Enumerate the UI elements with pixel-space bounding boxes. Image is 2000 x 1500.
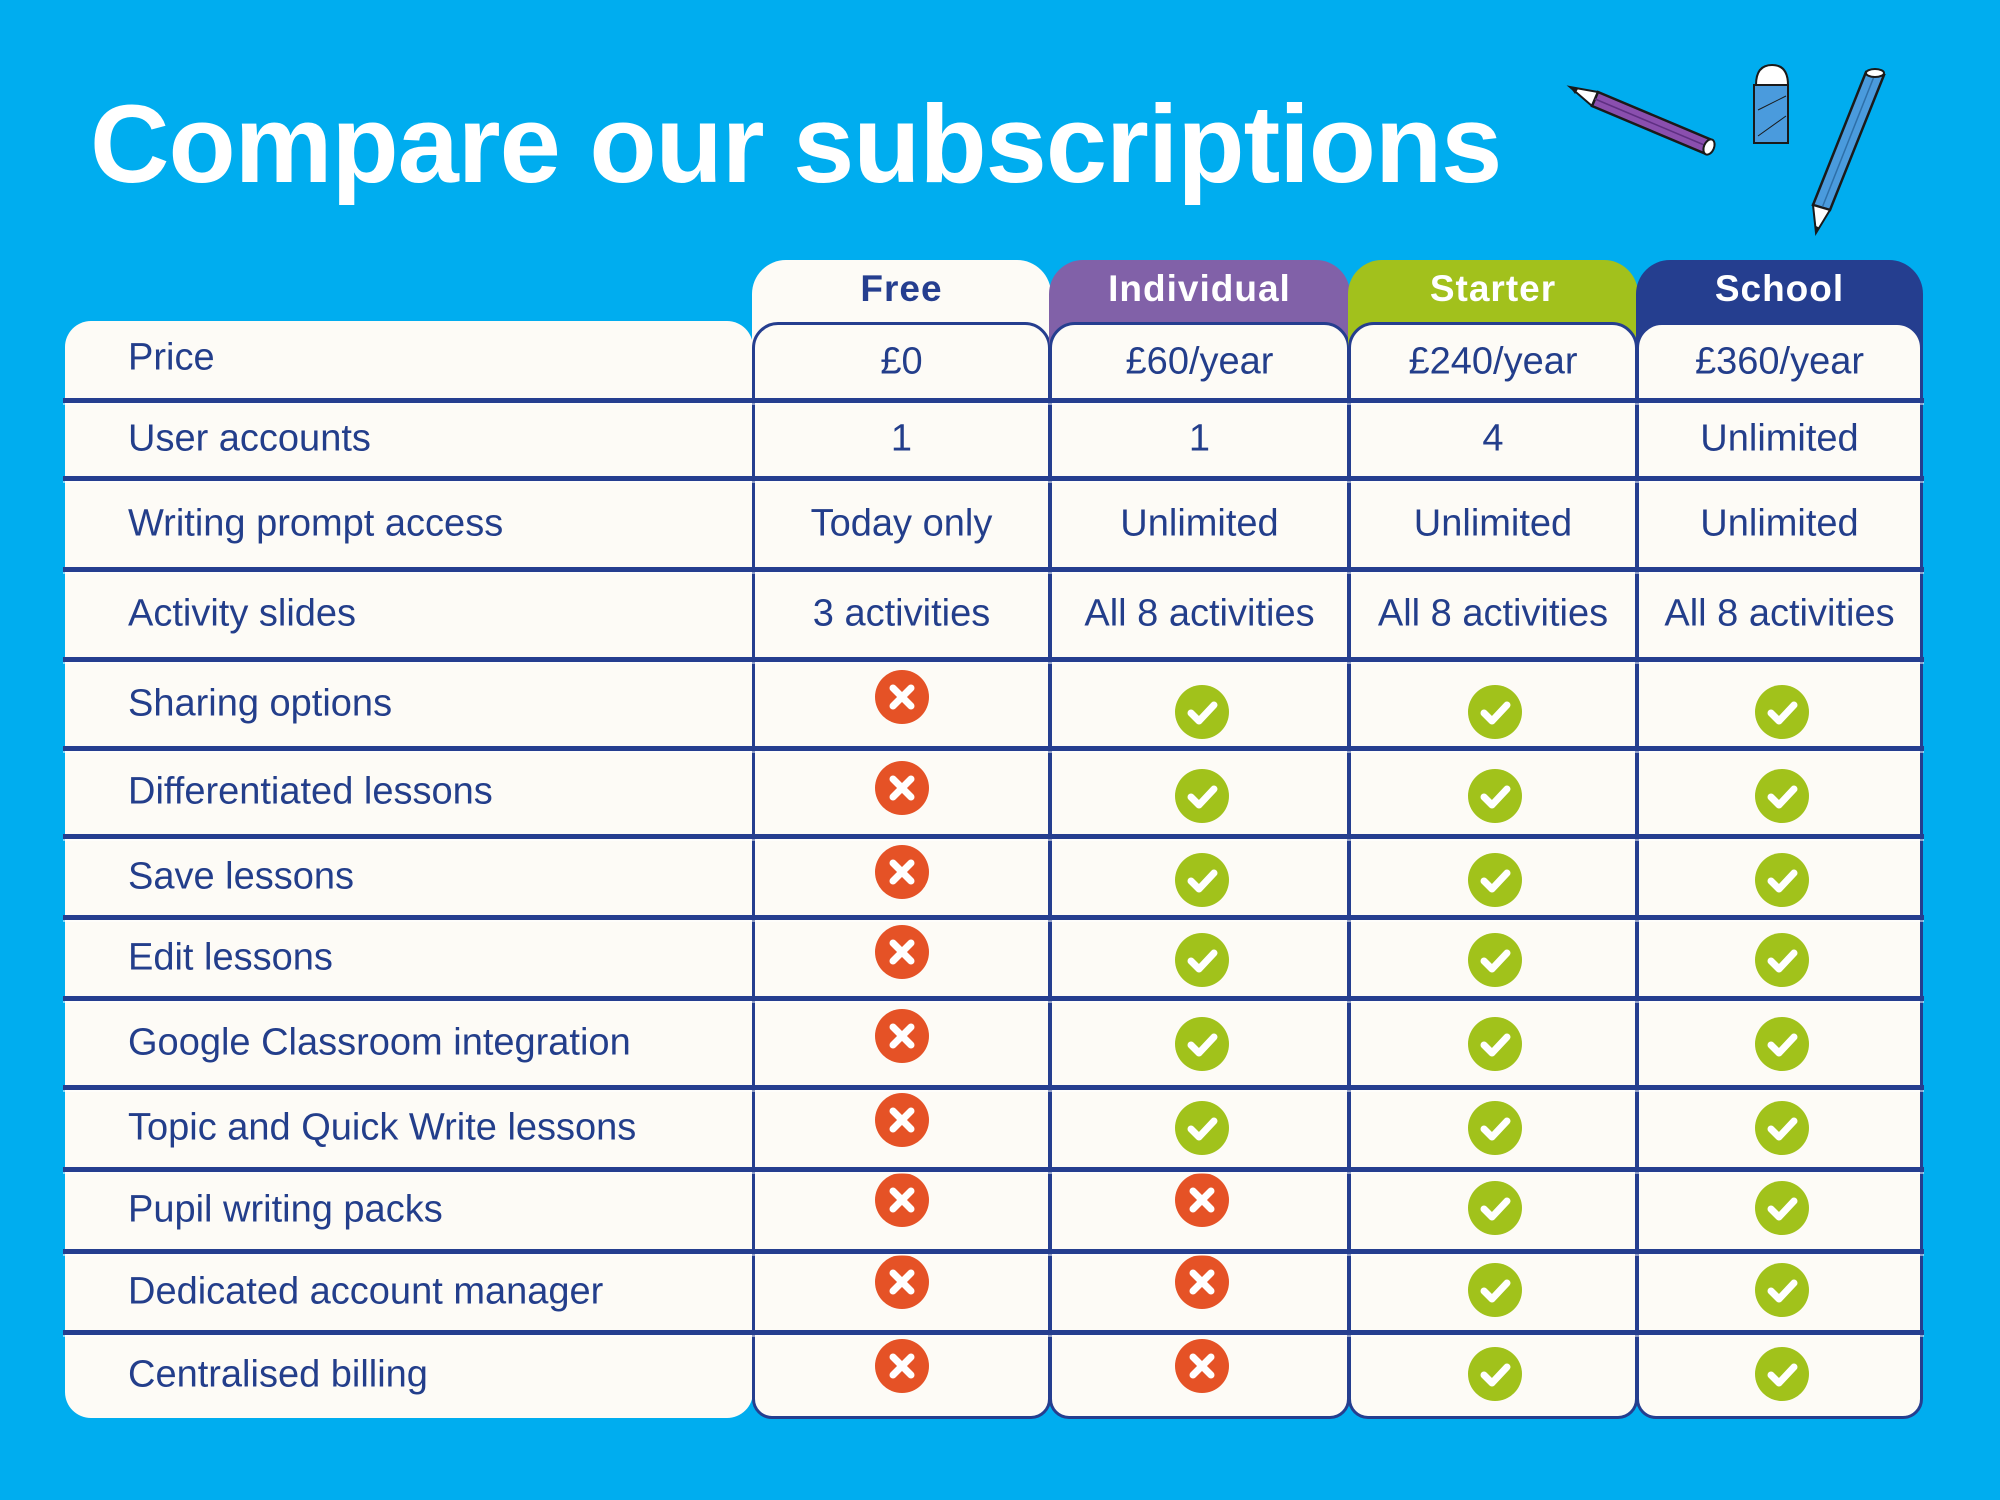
check-icon [1754, 933, 1809, 987]
check-icon [1468, 685, 1522, 739]
feature-label: Price [128, 336, 215, 379]
eraser-icon [1753, 63, 1790, 144]
plan-cell-value: Unlimited [1700, 502, 1859, 544]
plan-column-individual: Individual £60/year 1 Unlimited All 8 activi… [1049, 260, 1350, 1419]
check-icon [1468, 933, 1522, 987]
plan-cell-value: Unlimited [1700, 417, 1859, 460]
feature-label: Writing prompt access [128, 502, 504, 544]
check-icon [1174, 769, 1229, 823]
check-icon [1174, 853, 1229, 907]
row-divider [63, 746, 1924, 751]
plan-column-school: School £360/year Unlimited Unlimited All 8 a… [1636, 260, 1923, 1419]
cross-icon [874, 1173, 929, 1227]
check-icon [1754, 853, 1809, 907]
check-icon [1468, 1181, 1522, 1235]
check-icon [1174, 933, 1229, 987]
plan-cell-value: 1 [890, 417, 913, 460]
plan-name: School [1714, 268, 1845, 309]
feature-label: Pupil writing packs [128, 1188, 443, 1231]
check-icon [1468, 1347, 1522, 1401]
check-icon [1174, 685, 1229, 739]
feature-label: Topic and Quick Write lessons [128, 1106, 637, 1149]
plan-cell-value: All 8 activities [1084, 592, 1315, 635]
plan-cell-value: £240/year [1408, 340, 1578, 383]
purple-pencil-icon [1566, 85, 1716, 156]
plan-name: Individual [1108, 268, 1291, 309]
cross-icon [874, 670, 929, 724]
cross-icon [874, 1339, 929, 1393]
plan-cell-value: Today only [810, 502, 993, 544]
cross-icon [874, 1009, 929, 1063]
row-divider [63, 1249, 1924, 1254]
row-divider [63, 1167, 1924, 1172]
plan-cell-value: £360/year [1694, 340, 1864, 383]
check-icon [1174, 1101, 1229, 1155]
check-icon [1174, 1017, 1229, 1071]
cross-icon [874, 925, 929, 979]
check-icon [1754, 1347, 1809, 1401]
check-icon [1468, 1101, 1522, 1155]
row-divider [63, 915, 1924, 920]
feature-label: Activity slides [128, 592, 357, 635]
feature-labels-panel [65, 321, 753, 1418]
row-divider [63, 567, 1924, 572]
plan-column-free: Free £0 1 Today only 3 activities [752, 260, 1051, 1419]
check-icon [1754, 1101, 1809, 1155]
feature-label: Google Classroom integration [128, 1021, 631, 1063]
check-icon [1468, 1263, 1522, 1317]
page-title: Compare our subscriptions [90, 83, 1502, 206]
feature-label: User accounts [128, 417, 371, 460]
cross-icon [874, 845, 929, 899]
plan-name: Free [860, 268, 943, 309]
plan-cell-value: All 8 activities [1664, 592, 1895, 635]
plan-cell-value: Unlimited [1413, 502, 1573, 544]
cross-icon [1174, 1339, 1229, 1393]
check-icon [1754, 769, 1809, 823]
check-icon [1468, 1017, 1522, 1071]
feature-label: Differentiated lessons [128, 770, 493, 813]
cross-icon [1174, 1255, 1229, 1309]
feature-label: Save lessons [128, 855, 355, 897]
row-divider [63, 476, 1924, 481]
row-divider [63, 834, 1924, 839]
cross-icon [874, 761, 929, 815]
plan-cell-value: All 8 activities [1377, 592, 1609, 635]
plan-cell-value: 1 [1188, 417, 1211, 460]
plan-cell-value: 3 activities [812, 592, 991, 635]
check-icon [1754, 1017, 1809, 1071]
plan-column-starter: Starter £240/year 4 Unlimited All 8 activiti… [1348, 260, 1638, 1419]
feature-label: Dedicated account manager [128, 1270, 604, 1312]
feature-label: Centralised billing [128, 1353, 428, 1396]
plan-cell-value: £0 [880, 340, 923, 383]
row-divider [63, 1330, 1924, 1335]
cross-icon [874, 1093, 929, 1147]
plan-name: Starter [1429, 268, 1557, 309]
check-icon [1754, 1181, 1809, 1235]
plan-cell-value: Unlimited [1120, 502, 1279, 544]
feature-label: Sharing options [128, 682, 393, 724]
check-icon [1754, 1263, 1809, 1317]
check-icon [1754, 685, 1809, 739]
feature-label: Edit lessons [128, 936, 333, 978]
check-icon [1468, 769, 1522, 823]
row-divider [63, 398, 1924, 403]
check-icon [1468, 853, 1522, 907]
plan-cell-value: £60/year [1125, 340, 1274, 383]
plan-cell-value: 4 [1482, 417, 1504, 460]
row-divider [63, 657, 1924, 662]
row-divider [63, 996, 1924, 1001]
stationery-illustration [1566, 63, 1886, 237]
blue-pencil-icon [1811, 68, 1886, 237]
cross-icon [1174, 1173, 1229, 1227]
row-divider [63, 1085, 1924, 1090]
cross-icon [874, 1255, 929, 1309]
